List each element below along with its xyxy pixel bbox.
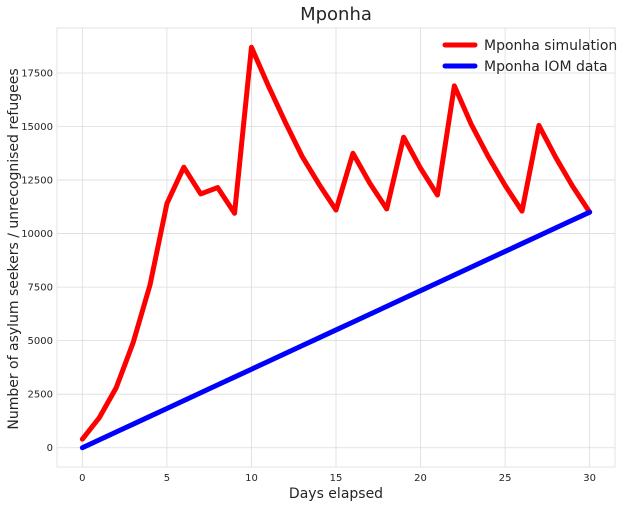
y-tick-label: 10000 (21, 229, 53, 240)
x-axis-ticks: 0 5 10 15 20 25 30 (79, 473, 596, 484)
x-tick-label: 20 (414, 473, 427, 484)
grid-lines (56, 27, 616, 468)
y-tick-label: 12500 (21, 176, 53, 187)
y-axis-label: Number of asylum seekers / unrecognised … (6, 68, 22, 429)
y-tick-label: 17500 (21, 68, 53, 79)
y-axis-ticks: 0 2500 5000 7500 10000 12500 15000 17500 (21, 68, 53, 454)
series-line-2 (79, 209, 593, 451)
legend-label-1: Mponha simulation (484, 38, 617, 54)
series-line-1 (79, 44, 593, 442)
x-tick-label: 25 (499, 473, 512, 484)
x-tick-label: 5 (164, 473, 170, 484)
series-layer (79, 44, 593, 451)
y-tick-label: 2500 (28, 390, 53, 401)
chart-title: Mponha (300, 4, 372, 25)
y-tick-label: 5000 (28, 336, 53, 347)
legend-label-2: Mponha IOM data (484, 59, 608, 75)
x-axis-label: Days elapsed (289, 486, 383, 502)
x-tick-label: 0 (79, 473, 85, 484)
y-tick-label: 7500 (28, 283, 53, 294)
plot-frame (56, 27, 616, 468)
x-tick-label: 10 (245, 473, 258, 484)
x-tick-label: 15 (330, 473, 343, 484)
y-tick-label: 15000 (21, 122, 53, 133)
legend: Mponha simulation Mponha IOM data (442, 38, 617, 75)
x-tick-label: 30 (583, 473, 596, 484)
y-tick-label: 0 (47, 443, 53, 454)
